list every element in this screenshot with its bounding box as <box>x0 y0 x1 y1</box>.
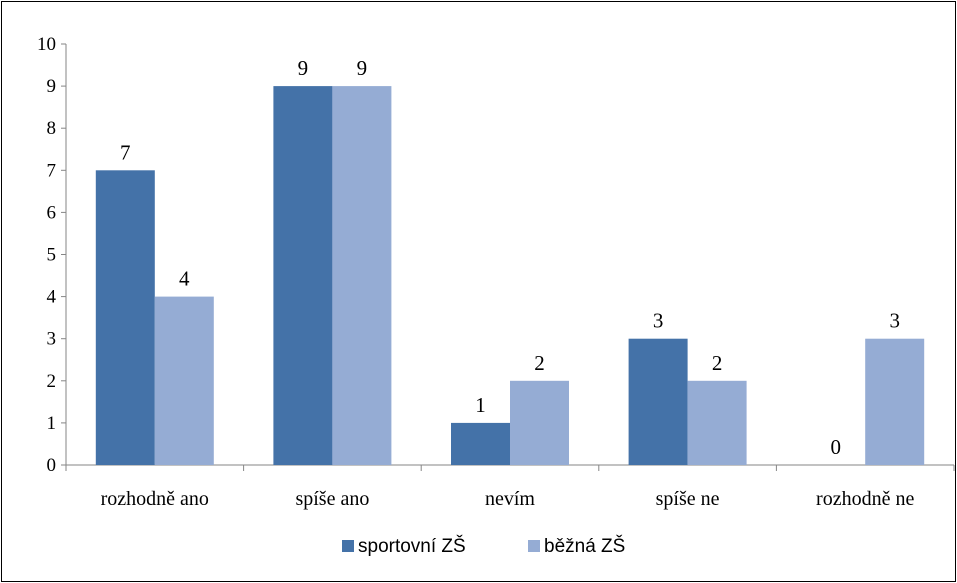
data-label: 0 <box>830 435 841 459</box>
data-label: 3 <box>653 309 664 333</box>
bars <box>95 86 925 466</box>
category-label: spíše ano <box>295 488 369 510</box>
legend-swatch <box>342 540 354 552</box>
data-label: 7 <box>120 140 131 164</box>
bar-bezna <box>154 296 214 465</box>
y-tick-label: 3 <box>47 329 57 350</box>
data-label: 2 <box>712 351 723 375</box>
bar-bezna <box>865 338 925 465</box>
legend-swatch <box>528 540 540 552</box>
y-tick-label: 7 <box>47 160 57 181</box>
y-tick-label: 6 <box>47 202 57 223</box>
data-label: 3 <box>889 309 900 333</box>
bar-sportovni <box>273 86 333 465</box>
y-tick-label: 0 <box>47 455 57 476</box>
bar-bezna <box>332 86 392 465</box>
data-label: 9 <box>357 56 368 80</box>
bar-bezna <box>687 380 747 465</box>
legend-label: běžná ZŠ <box>544 535 625 557</box>
data-label: 1 <box>475 393 486 417</box>
category-label: rozhodně ano <box>101 488 209 510</box>
bar-bezna <box>510 380 569 465</box>
y-tick-label: 5 <box>47 245 57 266</box>
data-label: 9 <box>298 56 309 80</box>
y-tick-label: 9 <box>47 76 57 97</box>
category-label: nevím <box>485 488 535 510</box>
y-tick-label: 4 <box>47 287 57 308</box>
y-tick-label: 1 <box>47 413 57 434</box>
bar-sportovni <box>95 170 155 466</box>
x-axis: rozhodně ano spíše ano nevím spíše ne rozhod… <box>65 464 955 510</box>
category-label: spíše ne <box>656 488 720 510</box>
y-tick-label: 2 <box>47 371 57 392</box>
data-labels: 7 4 9 9 1 2 3 2 0 3 <box>120 56 900 459</box>
legend: sportovní ZŠ běžná ZŠ <box>342 535 625 557</box>
y-axis: 0 1 2 3 4 5 6 7 8 9 10 <box>37 34 67 476</box>
y-tick-label: 10 <box>37 34 56 55</box>
bar-sportovni <box>451 422 510 465</box>
bar-sportovni <box>628 338 688 465</box>
legend-label: sportovní ZŠ <box>358 535 466 557</box>
y-tick-label: 8 <box>47 118 57 139</box>
data-label: 4 <box>179 267 190 291</box>
category-label: rozhodně ne <box>816 488 914 510</box>
data-label: 2 <box>534 351 545 375</box>
